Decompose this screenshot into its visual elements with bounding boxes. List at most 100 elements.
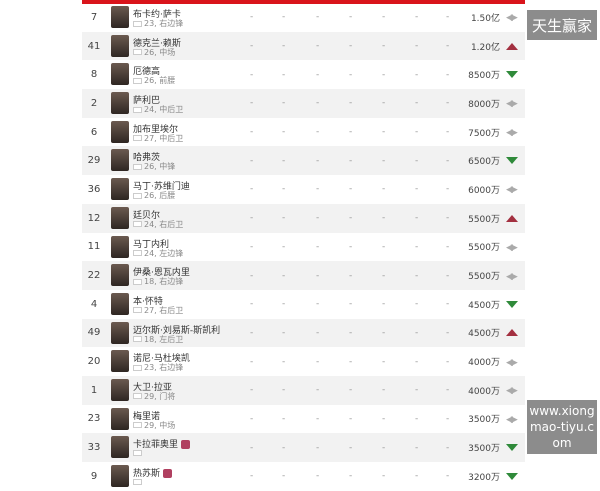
empty-cell: - xyxy=(282,270,286,281)
shirt-number: 36 xyxy=(87,183,101,195)
table-row[interactable]: 22 伊桑·恩瓦内里 18, 右边锋 - - - - - - - 5500万 ◀▶ xyxy=(82,261,525,290)
empty-cell: - xyxy=(415,413,419,424)
table-header-bar xyxy=(82,0,525,4)
empty-cell: - xyxy=(446,213,450,224)
player-info: 24, 左边锋 xyxy=(133,248,183,259)
table-row[interactable]: 6 加布里埃尔 27, 中后卫 - - - - - - - 7500万 ◀▶ xyxy=(82,118,525,147)
shirt-number: 29 xyxy=(87,155,101,167)
empty-cell: - xyxy=(382,12,386,23)
table-row[interactable]: 33 卡拉菲奥里 - - - - - - - 3500万 xyxy=(82,433,525,462)
trend-unchanged-icon: ◀▶ xyxy=(506,185,518,196)
player-name[interactable]: 马丁内利 xyxy=(133,239,170,250)
empty-cell: - xyxy=(316,98,320,109)
player-name[interactable]: 诺尼·马杜埃凯 xyxy=(133,354,190,365)
empty-cell: - xyxy=(349,299,353,310)
table-row[interactable]: 1 大卫·拉亚 29, 门将 - - - - - - - 4000万 ◀▶ xyxy=(82,375,525,405)
market-value: 3500万 xyxy=(468,444,500,455)
flag-icon xyxy=(133,221,142,228)
trend-unchanged-icon: ◀▶ xyxy=(506,357,518,368)
table-row[interactable]: 9 热苏斯 - - - - - - - 3200万 xyxy=(82,462,525,491)
table-row[interactable]: 4 本·怀特 27, 右后卫 - - - - - - - 4500万 xyxy=(82,290,525,319)
empty-cell: - xyxy=(446,155,450,166)
empty-cell: - xyxy=(415,98,419,109)
player-name[interactable]: 德克兰·赖斯 xyxy=(133,38,181,49)
player-name[interactable]: 哈弗茨 xyxy=(133,153,161,164)
watermark-top: 天生赢家 xyxy=(527,10,597,40)
empty-cell: - xyxy=(349,327,353,338)
avatar xyxy=(111,34,129,57)
empty-cell: - xyxy=(349,413,353,424)
shirt-number: 22 xyxy=(87,270,101,282)
empty-cell: - xyxy=(349,471,353,482)
empty-cell: - xyxy=(250,241,254,252)
empty-cell: - xyxy=(282,299,286,310)
player-name[interactable]: 萨利巴 xyxy=(133,96,161,107)
empty-cell: - xyxy=(282,241,286,252)
player-name[interactable]: 廷贝尔 xyxy=(133,210,161,221)
table-row[interactable]: 7 布卡约·萨卡 23, 右边锋 - - - - - - - 1.50亿 ◀▶ xyxy=(82,3,525,32)
avatar xyxy=(111,292,129,315)
empty-cell: - xyxy=(282,184,286,195)
empty-cell: - xyxy=(316,155,320,166)
player-name[interactable]: 加布里埃尔 xyxy=(133,124,179,135)
player-name[interactable]: 厄德高 xyxy=(133,67,161,78)
empty-cell: - xyxy=(415,41,419,52)
flag-icon xyxy=(133,393,142,400)
shirt-number: 20 xyxy=(87,356,101,368)
table-row[interactable]: 8 厄德高 26, 前腰 - - - - - - - 8500万 xyxy=(82,60,525,89)
empty-cell: - xyxy=(349,213,353,224)
player-name[interactable]: 迈尔斯·刘易斯-斯凯利 xyxy=(133,325,221,336)
player-info: 27, 中后卫 xyxy=(133,133,183,144)
player-name[interactable]: 卡拉菲奥里 xyxy=(133,437,191,450)
trend-down-icon xyxy=(506,300,518,308)
table-row[interactable]: 12 廷贝尔 24, 右后卫 - - - - - - - 5500万 xyxy=(82,203,525,233)
empty-cell: - xyxy=(282,98,286,109)
trend-down-icon xyxy=(506,472,518,480)
empty-cell: - xyxy=(415,299,419,310)
player-name[interactable]: 梅里诺 xyxy=(133,411,161,422)
table-row[interactable]: 23 梅里诺 29, 中场 - - - - - - - 3500万 ◀▶ xyxy=(82,405,525,434)
empty-cell: - xyxy=(382,155,386,166)
empty-cell: - xyxy=(349,12,353,23)
empty-cell: - xyxy=(250,413,254,424)
avatar xyxy=(111,206,129,229)
empty-cell: - xyxy=(282,69,286,80)
empty-cell: - xyxy=(250,270,254,281)
table-row[interactable]: 36 马丁·苏维门迪 26, 后腰 - - - - - - - 6000万 ◀▶ xyxy=(82,175,525,204)
empty-cell: - xyxy=(349,127,353,138)
player-name[interactable]: 伊桑·恩瓦内里 xyxy=(133,268,190,279)
player-name[interactable]: 布卡约·萨卡 xyxy=(133,10,181,20)
avatar xyxy=(111,235,129,258)
market-value: 3500万 xyxy=(468,415,500,426)
table-row[interactable]: 20 诺尼·马杜埃凯 23, 右边锋 - - - - - - - 4000万 ◀▶ xyxy=(82,347,525,376)
empty-cell: - xyxy=(250,327,254,338)
flag-icon xyxy=(133,20,142,27)
table-row[interactable]: 41 德克兰·赖斯 26, 中场 - - - - - - - 1.20亿 xyxy=(82,31,525,61)
market-value: 1.20亿 xyxy=(470,42,500,53)
player-name[interactable]: 本·怀特 xyxy=(133,296,163,307)
empty-cell: - xyxy=(415,12,419,23)
market-value: 8000万 xyxy=(468,99,500,110)
empty-cell: - xyxy=(415,155,419,166)
flag-icon xyxy=(133,336,142,343)
empty-cell: - xyxy=(382,213,386,224)
avatar xyxy=(111,407,129,430)
empty-cell: - xyxy=(349,270,353,281)
shirt-number: 1 xyxy=(90,384,98,396)
player-name[interactable]: 大卫·拉亚 xyxy=(133,382,172,393)
table-row[interactable]: 49 迈尔斯·刘易斯-斯凯利 18, 左后卫 - - - - - - - 4500万 xyxy=(82,318,525,348)
table-row[interactable]: 2 萨利巴 24, 中后卫 - - - - - - - 8000万 ◀▶ xyxy=(82,89,525,118)
empty-cell: - xyxy=(382,270,386,281)
table-row[interactable]: 11 马丁内利 24, 左边锋 - - - - - - - 5500万 ◀▶ xyxy=(82,233,525,262)
empty-cell: - xyxy=(446,241,450,252)
player-name[interactable]: 热苏斯 xyxy=(133,466,173,479)
trend-up-icon xyxy=(506,214,518,222)
table-row[interactable]: 29 哈弗茨 26, 中锋 - - - - - - - 6500万 xyxy=(82,146,525,176)
shirt-number: 12 xyxy=(87,212,101,224)
player-info: 26, 中场 xyxy=(133,47,175,58)
player-name[interactable]: 马丁·苏维门迪 xyxy=(133,182,190,193)
empty-cell: - xyxy=(446,299,450,310)
empty-cell: - xyxy=(415,213,419,224)
empty-cell: - xyxy=(349,241,353,252)
player-info xyxy=(133,448,144,457)
